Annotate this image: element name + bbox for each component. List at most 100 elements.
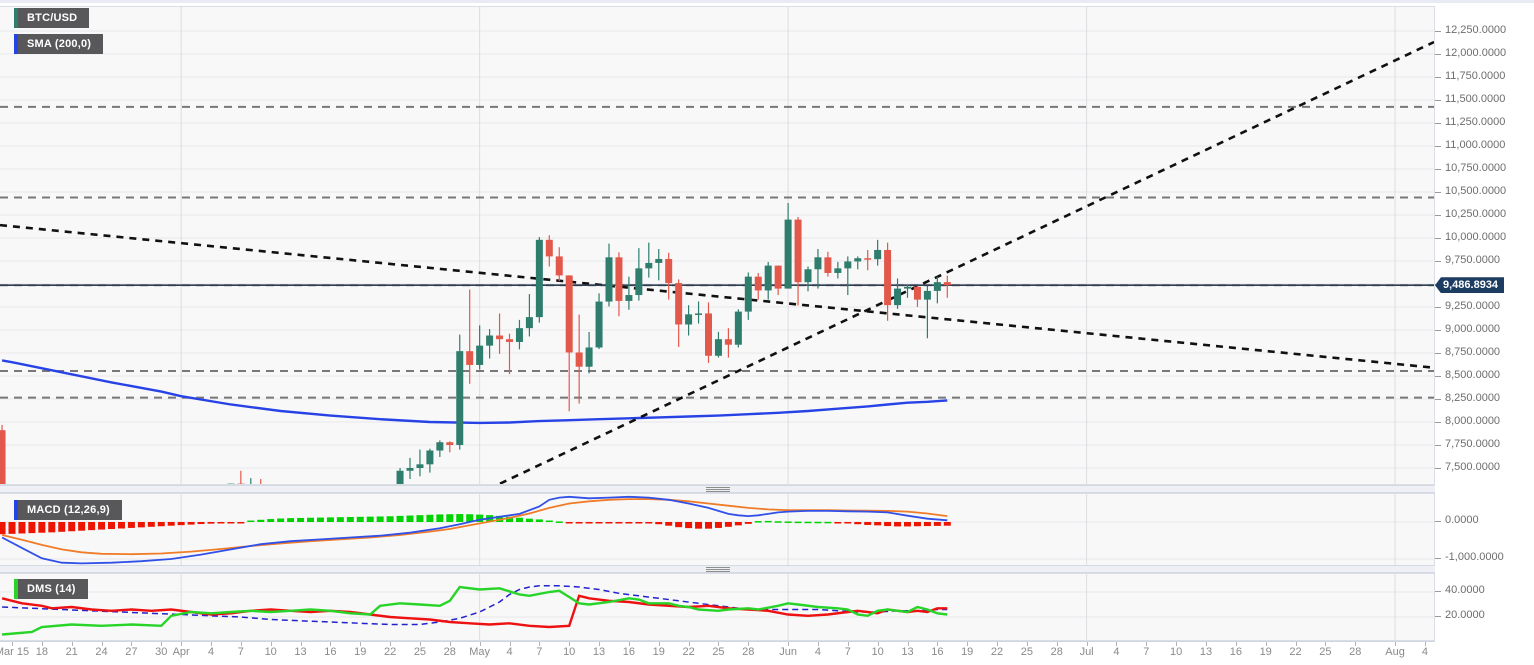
price-axis-label: 10,750.0000 [1445,162,1507,174]
price-axis-label: 8,500.0000 [1445,369,1501,381]
candle [774,265,782,289]
time-axis-label: 22 [682,646,695,658]
candle [396,470,404,484]
price-axis-label: 8,250.0000 [1445,392,1501,404]
time-axis-label: Jul [1079,646,1094,658]
candle [814,257,822,270]
price-axis-label: 9,750.0000 [1445,254,1501,266]
time-axis-label: 19 [961,646,974,658]
candle [585,347,593,367]
time-axis-label: 7 [536,646,543,658]
time-axis-label: 13 [1199,646,1213,658]
time-axis-label: 24 [95,646,108,658]
candle [894,288,902,306]
dms-axis-label: 20.0000 [1445,609,1485,621]
time-axis-label: 10 [264,646,277,658]
candle [446,442,454,445]
time-axis-label: 16 [622,646,636,658]
macd-pane[interactable] [0,493,1435,566]
ascending-support-trendline [499,40,1434,484]
candle [884,249,892,306]
time-axis-label: 16 [1229,646,1242,658]
last-price-badge: 9,486.8934 [1435,277,1505,294]
candle [635,268,643,296]
time-axis-label: 28 [1050,646,1063,658]
time-axis-label: 7 [844,646,851,658]
price-axis-label: 12,250.0000 [1445,24,1507,36]
candle [227,483,235,484]
pane-separator[interactable] [0,565,1435,573]
sma200-line [1,359,948,425]
price-axis-label: 11,750.0000 [1445,70,1506,82]
candle [595,301,603,348]
time-axis-label: 19 [652,646,665,658]
candle [426,450,434,465]
time-axis-label: 27 [125,646,138,658]
candle [615,257,623,301]
time-axis-label: 4 [814,646,821,658]
time-axis-label: 7 [237,646,244,658]
drag-handle-icon[interactable] [706,487,730,492]
di-plus-line [1,585,948,636]
price-axis: 12,250.0000 12,000.0000 11,750.0000 11,500.… [1435,3,1534,641]
price-pane[interactable] [0,6,1435,485]
price-axis-label: 12,000.0000 [1445,47,1507,59]
candle [456,351,464,445]
candle [416,464,424,468]
time-axis-label: 19 [354,646,367,658]
dms-indicator-label[interactable]: DMS (14) [14,579,88,599]
candle [695,313,703,315]
candle [466,351,474,365]
price-axis-label: 10,250.0000 [1445,208,1507,220]
time-axis-label: 28 [443,646,456,658]
candle [496,335,504,340]
time-axis-label: Jun [779,646,797,658]
candle [705,313,712,356]
symbol-label[interactable]: BTC/USD [14,8,90,28]
candle [525,317,533,329]
candle [784,219,792,289]
sma-indicator-label[interactable]: SMA (200,0) [14,34,104,54]
candle [904,286,911,289]
time-axis-label: 16 [324,646,337,658]
price-axis-label: 11,000.0000 [1445,139,1506,151]
time-axis-label: May [469,646,491,658]
time-axis-label: 22 [1289,646,1302,658]
time-axis-label: 30 [155,646,168,658]
price-axis-label: 10,000.0000 [1445,231,1507,243]
time-axis-label: 22 [990,646,1004,658]
price-axis-label: 7,500.0000 [1445,461,1501,473]
candle [685,314,693,325]
candle [605,257,613,302]
candle [655,258,663,263]
candle [476,345,484,365]
candle [734,311,742,345]
macd-axis-label: -1,000.0000 [1445,551,1504,563]
pane-separator[interactable] [0,485,1435,493]
price-axis-label: 11,250.0000 [1445,116,1506,128]
candle [794,219,802,283]
price-axis-label: 10,500.0000 [1445,185,1507,197]
candle [724,339,732,345]
dms-pane[interactable] [0,573,1435,641]
descending-resistance-trendline [0,223,1434,370]
candle [555,256,563,276]
candle [923,290,931,300]
candle [844,261,852,269]
candle [874,249,882,260]
time-axis-label: 28 [1349,646,1362,658]
drag-handle-icon[interactable] [706,567,730,572]
candle [764,265,772,291]
time-axis-label: 13 [592,646,606,658]
price-axis-label: 8,000.0000 [1445,415,1501,427]
time-axis-label: 4 [506,646,513,658]
macd-indicator-label[interactable]: MACD (12,26,9) [14,500,122,520]
macd-axis-label: 0.0000 [1445,514,1479,526]
candle [565,275,573,353]
time-axis-label: 25 [712,646,725,658]
candle [675,283,683,325]
candle [545,239,553,257]
candle [854,258,862,262]
time-axis: Mar 15 18 21 24 27 30 Apr 4 7 10 13 16 19 22 25 28 May 4 7… [0,641,1435,665]
time-axis-label: 18 [35,646,48,658]
